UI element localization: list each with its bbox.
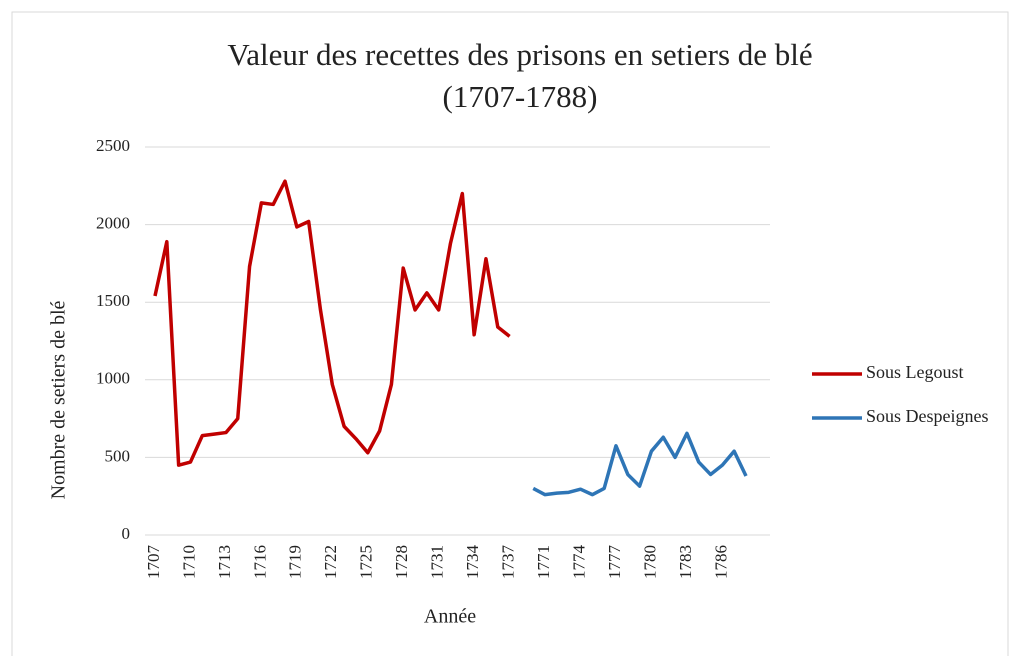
x-tick-label: 1731 bbox=[428, 545, 447, 579]
y-tick-label: 2500 bbox=[96, 136, 130, 155]
x-tick-label: 1737 bbox=[499, 545, 518, 580]
chart-title: (1707-1788) bbox=[443, 79, 598, 114]
x-tick-label: 1780 bbox=[640, 545, 659, 579]
data-line bbox=[153, 179, 511, 467]
x-tick-label: 1774 bbox=[569, 545, 588, 580]
x-axis-title: Année bbox=[424, 606, 476, 628]
x-tick-label: 1710 bbox=[179, 545, 198, 579]
x-tick-label: 1719 bbox=[286, 545, 305, 579]
legend-label: Sous Despeignes bbox=[866, 406, 989, 426]
x-tick-label: 1716 bbox=[250, 545, 269, 579]
y-tick-label: 0 bbox=[122, 524, 131, 543]
x-tick-label: 1771 bbox=[534, 545, 553, 579]
x-tick-label: 1707 bbox=[144, 545, 163, 580]
y-tick-label: 1500 bbox=[96, 291, 130, 310]
y-tick-label: 500 bbox=[105, 446, 131, 465]
data-line bbox=[532, 431, 748, 497]
x-tick-label: 1786 bbox=[711, 545, 730, 579]
chart-title: Valeur des recettes des prisons en setie… bbox=[227, 37, 812, 72]
legend-label: Sous Legoust bbox=[866, 362, 964, 382]
x-tick-label: 1713 bbox=[215, 545, 234, 579]
y-axis-title: Nombre de setiers de blé bbox=[48, 300, 70, 499]
x-tick-label: 1777 bbox=[605, 545, 624, 580]
x-tick-label: 1728 bbox=[392, 545, 411, 579]
y-tick-label: 1000 bbox=[96, 369, 130, 388]
y-tick-label: 2000 bbox=[96, 214, 130, 233]
x-tick-label: 1725 bbox=[357, 545, 376, 579]
x-tick-label: 1722 bbox=[321, 545, 340, 579]
x-tick-label: 1734 bbox=[463, 545, 482, 580]
chart-border bbox=[11, 11, 1009, 656]
x-tick-label: 1783 bbox=[676, 545, 695, 579]
